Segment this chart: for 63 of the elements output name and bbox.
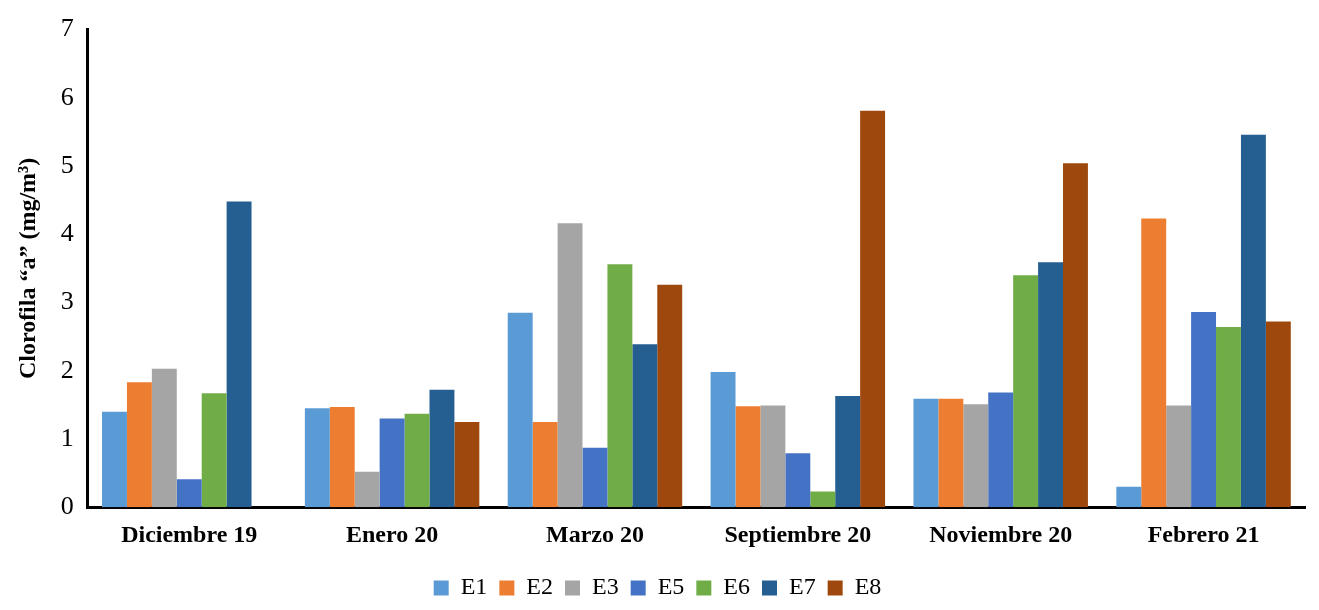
bar: [760, 405, 786, 508]
bar: [1191, 312, 1217, 508]
x-tick-label: Febrero 21: [1147, 520, 1260, 547]
bar: [329, 406, 355, 508]
x-tick-label: Septiembre 20: [724, 520, 872, 547]
bar: [810, 491, 836, 508]
bar: [988, 392, 1014, 508]
legend-label: E5: [657, 573, 685, 600]
bar: [226, 201, 252, 508]
bar: [429, 389, 455, 508]
bar: [1013, 275, 1039, 508]
bar: [1166, 405, 1192, 508]
legend-label: E3: [592, 573, 619, 600]
bar: [607, 264, 633, 508]
bar: [404, 413, 430, 508]
y-tick-label: 3: [60, 286, 74, 316]
bar: [557, 223, 583, 508]
y-tick-label: 4: [60, 218, 74, 248]
x-tick-label: Marzo 20: [545, 520, 644, 547]
bar: [710, 372, 736, 508]
bar: [201, 393, 227, 508]
y-tick-label: 7: [60, 13, 74, 43]
x-tick-label: Enero 20: [345, 520, 439, 547]
bar: [963, 404, 989, 508]
bar: [1240, 134, 1266, 508]
bar: [354, 471, 380, 508]
legend-label: E7: [788, 573, 816, 600]
bar: [735, 406, 761, 508]
bar: [1116, 486, 1142, 508]
y-tick-label: 6: [60, 81, 74, 111]
bar: [657, 284, 683, 508]
bar: [126, 382, 152, 508]
bar: [913, 398, 939, 508]
bar: [304, 408, 330, 508]
y-tick-label: 0: [60, 491, 74, 521]
bar: [785, 453, 811, 508]
y-tick-label: 2: [60, 354, 74, 384]
bar: [176, 479, 202, 508]
bar: [860, 110, 886, 508]
bar: [532, 421, 558, 508]
bar: [632, 344, 658, 508]
y-tick-label: 1: [60, 422, 74, 452]
legend-label: E6: [723, 573, 750, 600]
legend-label: E1: [460, 573, 488, 600]
bar: [1216, 327, 1241, 508]
x-tick-label: Noviembre 20: [929, 520, 1073, 547]
bar: [1265, 321, 1291, 508]
bar: [102, 411, 127, 508]
legend-label: E2: [526, 573, 554, 600]
bar: [379, 418, 405, 508]
bar: [835, 395, 861, 508]
bar: [1038, 262, 1064, 508]
legend-label: E8: [854, 573, 882, 600]
bar: [938, 398, 964, 508]
bar: [582, 447, 608, 508]
x-tick-label: Diciembre 19: [121, 520, 258, 547]
bar: [151, 368, 177, 508]
y-axis-title: Clorofila “a” (mg/m³): [13, 157, 40, 380]
bar: [1063, 163, 1088, 508]
bar: [1141, 218, 1167, 508]
y-tick-label: 5: [60, 149, 74, 179]
bar: [454, 421, 480, 508]
bar: [507, 312, 533, 508]
